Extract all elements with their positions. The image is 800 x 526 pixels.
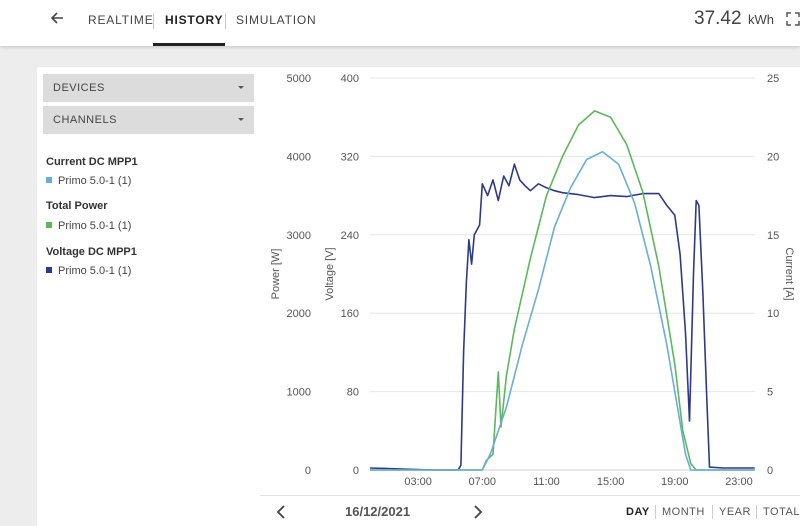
power-axis-tick: 5000 bbox=[287, 73, 311, 85]
current-axis-tick: 25 bbox=[767, 73, 779, 85]
tab-simulation[interactable]: SIMULATION bbox=[236, 13, 317, 27]
power-axis-tick: 3000 bbox=[287, 230, 311, 242]
time-axis-tick: 15:00 bbox=[597, 476, 625, 488]
current-axis-tick: 20 bbox=[767, 151, 779, 163]
period-divider bbox=[712, 505, 713, 519]
period-month[interactable]: MONTH bbox=[662, 506, 705, 518]
caret-down-icon bbox=[238, 86, 244, 89]
period-year[interactable]: YEAR bbox=[719, 506, 751, 518]
history-chart-panel: 5000 4000 3000 2000 1000 0 400 320 240 160 80 0 25 20… bbox=[260, 67, 800, 495]
period-divider bbox=[655, 505, 656, 519]
date-navigation-bar: 16/12/2021 DAY MONTH YEAR TOTAL bbox=[260, 495, 800, 526]
power-axis-tick: 2000 bbox=[287, 308, 311, 320]
voltage-axis-tick: 240 bbox=[341, 230, 359, 242]
legend-item-label: Primo 5.0-1 (1) bbox=[58, 265, 132, 277]
channel-sidebar: DEVICES CHANNELS Current DC MPP1 Primo 5… bbox=[37, 67, 260, 526]
legend-group-title: Total Power bbox=[46, 200, 108, 212]
energy-total: 37.42 kWh bbox=[694, 8, 774, 30]
current-axis-tick: 0 bbox=[767, 465, 773, 477]
legend-swatch bbox=[46, 267, 52, 273]
power-axis-tick: 4000 bbox=[287, 151, 311, 163]
legend-swatch bbox=[46, 222, 52, 228]
voltage-axis-tick: 400 bbox=[341, 73, 359, 85]
current-axis-tick: 15 bbox=[767, 230, 779, 242]
energy-unit: kWh bbox=[748, 12, 774, 27]
period-day[interactable]: DAY bbox=[626, 506, 650, 518]
legend-item-label: Primo 5.0-1 (1) bbox=[58, 175, 132, 187]
voltage-axis-tick: 80 bbox=[347, 387, 359, 399]
next-day-icon[interactable] bbox=[467, 502, 487, 522]
tab-history[interactable]: HISTORY bbox=[165, 13, 224, 27]
tab-realtime[interactable]: REALTIME bbox=[88, 13, 154, 27]
devices-dropdown-label: DEVICES bbox=[53, 82, 105, 94]
voltage-axis-tick: 0 bbox=[353, 465, 359, 477]
previous-day-icon[interactable] bbox=[272, 502, 292, 522]
period-divider bbox=[756, 505, 757, 519]
legend-item-voltage[interactable]: Primo 5.0-1 (1) bbox=[46, 265, 131, 277]
power-axis-tick: 1000 bbox=[287, 387, 311, 399]
current-axis-tick: 5 bbox=[767, 387, 773, 399]
tab-divider bbox=[225, 13, 226, 29]
legend-item-label: Primo 5.0-1 (1) bbox=[58, 220, 132, 232]
time-axis-tick: 11:00 bbox=[533, 476, 560, 488]
series-line-voltage-dc-mpp1 bbox=[369, 163, 755, 471]
power-axis-title: Power [W] bbox=[270, 249, 282, 300]
energy-value: 37.42 bbox=[694, 8, 742, 29]
time-axis-tick: 19:00 bbox=[661, 476, 689, 488]
series-line-current-dc-mpp1 bbox=[370, 150, 755, 471]
top-bar: REALTIME HISTORY SIMULATION 37.42 kWh bbox=[0, 0, 800, 46]
tab-divider bbox=[153, 13, 154, 29]
channels-dropdown[interactable]: CHANNELS bbox=[43, 106, 254, 134]
legend-item-power[interactable]: Primo 5.0-1 (1) bbox=[46, 220, 131, 232]
voltage-axis-tick: 320 bbox=[341, 151, 359, 163]
period-total[interactable]: TOTAL bbox=[763, 506, 800, 518]
power-axis-tick: 0 bbox=[305, 465, 311, 477]
history-chart: 5000 4000 3000 2000 1000 0 400 320 240 160 80 0 25 20… bbox=[270, 73, 795, 488]
caret-down-icon bbox=[238, 118, 244, 121]
channels-dropdown-label: CHANNELS bbox=[53, 114, 117, 126]
voltage-axis-tick: 160 bbox=[341, 308, 359, 320]
current-date: 16/12/2021 bbox=[345, 504, 411, 519]
fullscreen-icon[interactable] bbox=[786, 12, 800, 26]
current-axis-title: Current [A] bbox=[783, 247, 795, 300]
current-axis-tick: 10 bbox=[767, 308, 779, 320]
voltage-axis-title: Voltage [V] bbox=[324, 247, 336, 300]
time-axis-tick: 07:00 bbox=[469, 476, 497, 488]
legend-item-current[interactable]: Primo 5.0-1 (1) bbox=[46, 175, 131, 187]
active-tab-indicator bbox=[153, 43, 225, 46]
devices-dropdown[interactable]: DEVICES bbox=[43, 74, 254, 102]
series-line-total-power bbox=[370, 110, 755, 471]
legend-group-title: Voltage DC MPP1 bbox=[46, 246, 137, 258]
legend-swatch bbox=[46, 177, 52, 183]
time-axis-tick: 23:00 bbox=[725, 476, 753, 488]
back-arrow-icon[interactable] bbox=[48, 9, 66, 27]
time-axis-tick: 03:00 bbox=[404, 476, 432, 488]
legend-group-title: Current DC MPP1 bbox=[46, 156, 138, 168]
